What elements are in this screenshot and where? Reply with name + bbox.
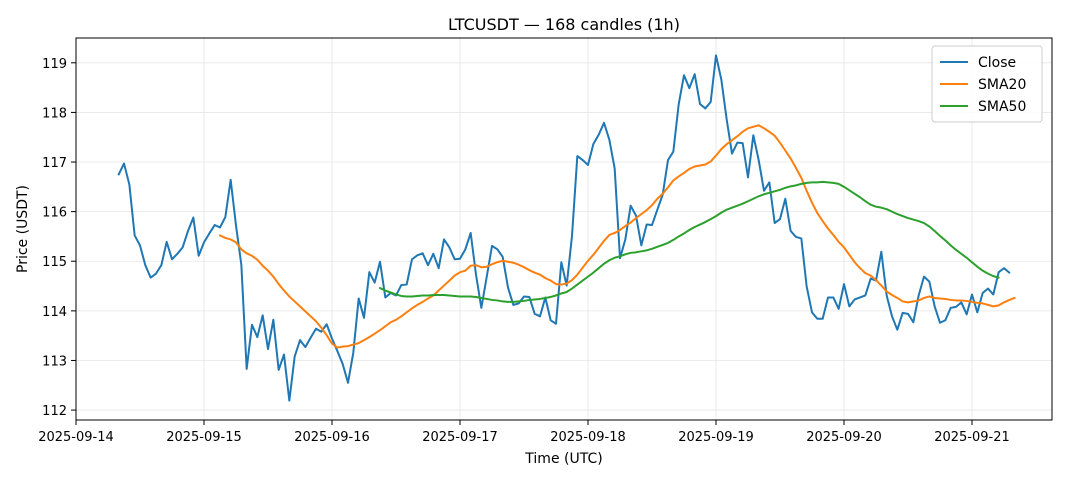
x-tick-label: 2025-09-14	[38, 430, 114, 445]
legend-label-sma20: SMA20	[978, 77, 1026, 93]
y-tick-label: 114	[42, 305, 67, 320]
chart-title: LTCUSDT — 168 candles (1h)	[448, 15, 680, 34]
series-line-sma50	[379, 180, 1000, 303]
x-axis-title: Time (UTC)	[524, 451, 602, 467]
y-tick-label: 117	[42, 156, 67, 171]
y-tick-label: 115	[42, 255, 67, 270]
y-tick-label: 116	[42, 206, 67, 221]
grid	[75, 38, 1052, 420]
series-line-sma20	[219, 124, 1016, 349]
x-tick-label: 2025-09-19	[678, 430, 754, 445]
axes-ticks: 2025-09-14 2025-09-15 2025-09-16 2025-09-17…	[38, 57, 1010, 445]
x-tick-label: 2025-09-17	[422, 430, 498, 445]
legend: Close SMA20 SMA50	[931, 45, 1043, 123]
legend-label-sma50: SMA50	[978, 99, 1026, 115]
y-tick-label: 118	[42, 106, 67, 121]
y-tick-label: 119	[42, 57, 67, 72]
legend-label-close: Close	[978, 55, 1016, 71]
x-tick-label: 2025-09-21	[934, 430, 1010, 445]
series-line-close	[117, 54, 1011, 402]
plot-area	[117, 54, 1016, 402]
x-tick-label: 2025-09-18	[550, 430, 626, 445]
y-tick-label: 113	[42, 354, 67, 369]
legend-box	[931, 45, 1043, 123]
x-tick-label: 2025-09-15	[166, 430, 242, 445]
plot-frame	[75, 37, 1053, 421]
y-tick-label: 112	[42, 404, 67, 419]
x-tick-label: 2025-09-16	[294, 430, 370, 445]
y-axis-title: Price (USDT)	[15, 185, 31, 273]
x-tick-label: 2025-09-20	[806, 430, 882, 445]
